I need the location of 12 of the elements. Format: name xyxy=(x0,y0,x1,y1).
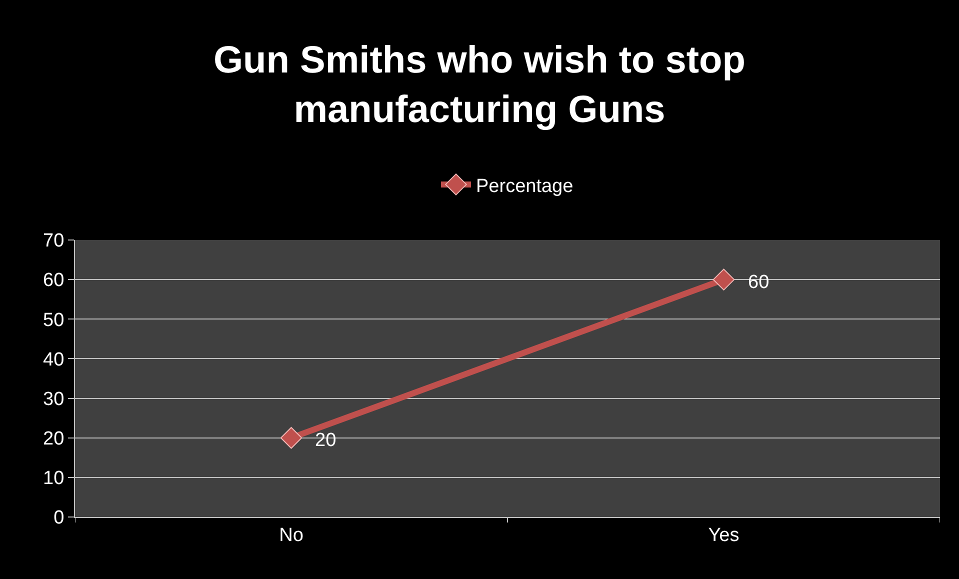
y-tick-label: 30 xyxy=(43,388,64,410)
y-tick-label: 0 xyxy=(54,508,64,529)
y-tick-label: 20 xyxy=(43,428,64,450)
y-tick-label: 60 xyxy=(43,270,64,292)
y-tick-label: 70 xyxy=(43,230,64,252)
chart-title: Gun Smiths who wish to stop manufacturing Guns xyxy=(214,39,746,131)
y-tick-label: 40 xyxy=(43,349,64,370)
y-tick-label: 10 xyxy=(43,468,64,490)
x-tick-label: No xyxy=(279,524,304,546)
x-tick-label: Yes xyxy=(708,524,740,546)
y-tick-label: 50 xyxy=(43,310,64,331)
legend-label: Percentage xyxy=(476,176,574,197)
